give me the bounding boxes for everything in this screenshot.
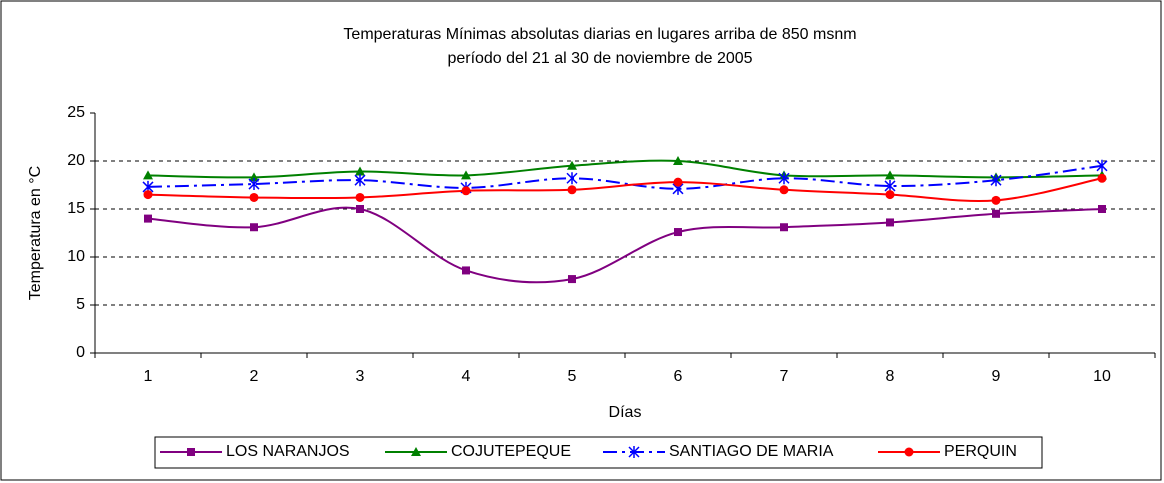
marker-circle: [461, 186, 471, 196]
marker-triangle: [461, 170, 471, 180]
legend-label: PERQUIN: [944, 443, 1017, 460]
y-tick-label: 20: [67, 152, 85, 169]
marker-circle: [991, 195, 1001, 205]
y-axis-label: Temperatura en °C: [27, 166, 44, 300]
chart-title: Temperaturas Mínimas absolutas diarias e…: [343, 26, 856, 43]
marker-triangle: [567, 160, 577, 170]
marker-square: [250, 223, 258, 232]
y-tick-label: 5: [76, 296, 85, 313]
series-line: [147, 206, 1103, 284]
marker-circle: [779, 185, 789, 195]
marker-triangle: [355, 166, 365, 176]
marker-circle: [143, 190, 153, 200]
series-line: [147, 164, 1103, 190]
marker-circle: [1097, 173, 1107, 183]
marker-asterisk: [1096, 159, 1108, 172]
marker-square: [1098, 205, 1106, 213]
marker-triangle: [249, 172, 259, 182]
x-tick-label: 1: [144, 368, 153, 385]
marker-square: [568, 275, 576, 284]
x-tick-label: 7: [780, 368, 789, 385]
marker-square: [674, 228, 682, 237]
marker-triangle: [885, 170, 895, 180]
x-tick-label: 5: [568, 368, 577, 385]
legend-marker: [187, 448, 195, 456]
marker-asterisk: [990, 174, 1002, 187]
marker-square: [780, 223, 788, 232]
series-line: [147, 177, 1103, 202]
marker-square: [356, 205, 364, 213]
marker-asterisk: [248, 178, 260, 191]
x-tick-label: 8: [886, 368, 895, 385]
marker-triangle: [673, 156, 683, 165]
x-tick-label: 10: [1093, 368, 1111, 385]
marker-circle: [567, 185, 577, 195]
marker-circle: [673, 177, 683, 187]
y-tick-label: 0: [76, 344, 85, 361]
marker-circle: [885, 190, 895, 200]
marker-square: [144, 214, 152, 223]
marker-circle: [355, 192, 365, 202]
y-tick-label: 25: [67, 104, 85, 121]
legend-label: LOS NARANJOS: [226, 443, 350, 460]
legend-marker: [411, 447, 421, 456]
legend-marker: [628, 446, 640, 458]
x-tick-label: 9: [992, 368, 1001, 385]
x-axis-label: Días: [609, 404, 642, 421]
marker-circle: [249, 192, 259, 202]
chart-subtitle: período del 21 al 30 de noviembre de 200…: [447, 50, 752, 67]
x-tick-label: 3: [356, 368, 365, 385]
marker-square: [886, 218, 894, 227]
legend-label: COJUTEPEQUE: [451, 443, 571, 460]
y-tick-label: 10: [67, 248, 85, 265]
legend-marker: [904, 447, 914, 457]
marker-triangle: [143, 170, 153, 180]
marker-asterisk: [884, 179, 896, 192]
x-tick-label: 6: [674, 368, 683, 385]
marker-square: [462, 266, 470, 275]
x-tick-label: 4: [462, 368, 471, 385]
y-tick-label: 15: [67, 200, 85, 217]
marker-asterisk: [354, 174, 366, 187]
marker-asterisk: [778, 172, 790, 185]
series-line: [147, 159, 1103, 179]
x-tick-label: 2: [250, 368, 259, 385]
legend-label: SANTIAGO DE MARIA: [669, 443, 834, 460]
marker-asterisk: [566, 172, 578, 185]
marker-square: [992, 209, 1000, 218]
